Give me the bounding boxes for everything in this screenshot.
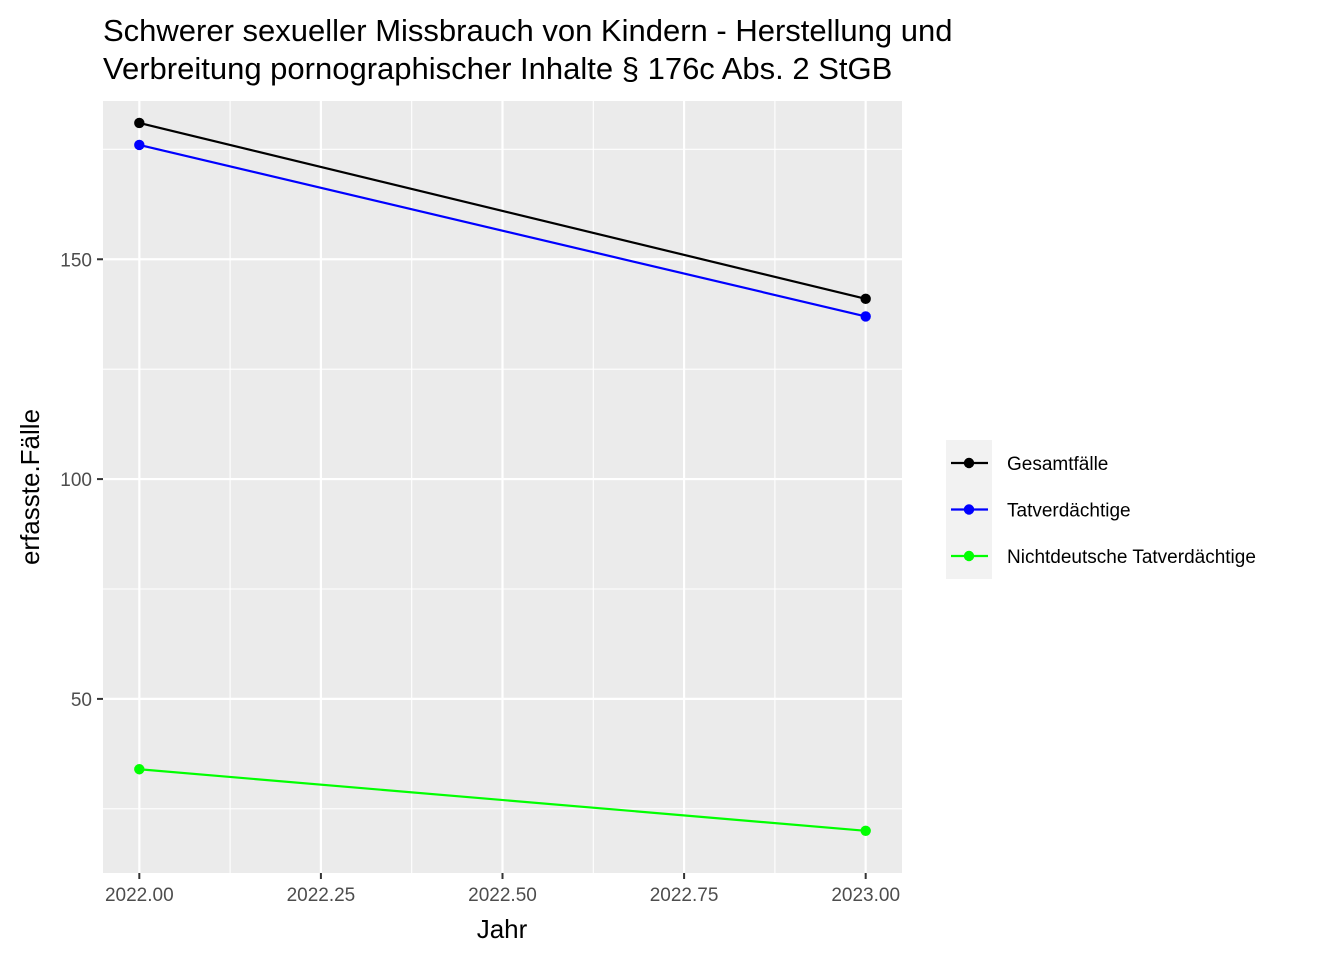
y-axis-title: erfasste.Fälle: [15, 409, 45, 565]
data-point-2-1: [860, 825, 871, 836]
series-layer: [134, 117, 871, 836]
data-point-1-1: [860, 311, 871, 322]
x-tick-label: 2022.50: [468, 885, 537, 906]
legend-point-1: [963, 504, 975, 515]
y-axis: 50 100 150: [60, 250, 103, 711]
data-point-0-0: [134, 117, 145, 129]
x-tick-label: 2022.00: [105, 885, 174, 906]
x-tick-label: 2022.75: [650, 885, 719, 906]
data-point-1-0: [134, 139, 145, 151]
legend-point-2: [963, 550, 975, 562]
chart-title-line-2: Verbreitung pornographischer Inhalte § 1…: [103, 51, 892, 86]
data-point-0-1: [860, 293, 871, 305]
legend-label-2: Nichtdeutsche Tatverdächtige: [1007, 547, 1256, 568]
series-line-2: [139, 768, 866, 832]
chart-title-line-1: Schwerer sexueller Missbrauch von Kinder…: [103, 13, 952, 48]
series-line-1: [139, 143, 866, 318]
x-tick-label: 2022.25: [287, 885, 356, 906]
legend-label-0: Gesamtfälle: [1007, 454, 1108, 475]
y-tick-label: 50: [71, 690, 92, 711]
y-tick-label: 150: [60, 250, 92, 271]
x-axis-title: Jahr: [477, 914, 528, 944]
legend-point-0: [963, 457, 975, 469]
legend-label-1: Tatverdächtige: [1007, 501, 1131, 522]
legend: Gesamtfälle Tatverdächtige Nichtdeutsche T…: [946, 440, 1256, 579]
data-point-2-0: [134, 764, 145, 775]
y-tick-label: 100: [60, 470, 92, 491]
x-axis: 2022.00 2022.25 2022.50 2022.75 2023.00: [105, 873, 900, 906]
x-tick-label: 2023.00: [831, 885, 900, 906]
series-line-0: [139, 121, 866, 300]
